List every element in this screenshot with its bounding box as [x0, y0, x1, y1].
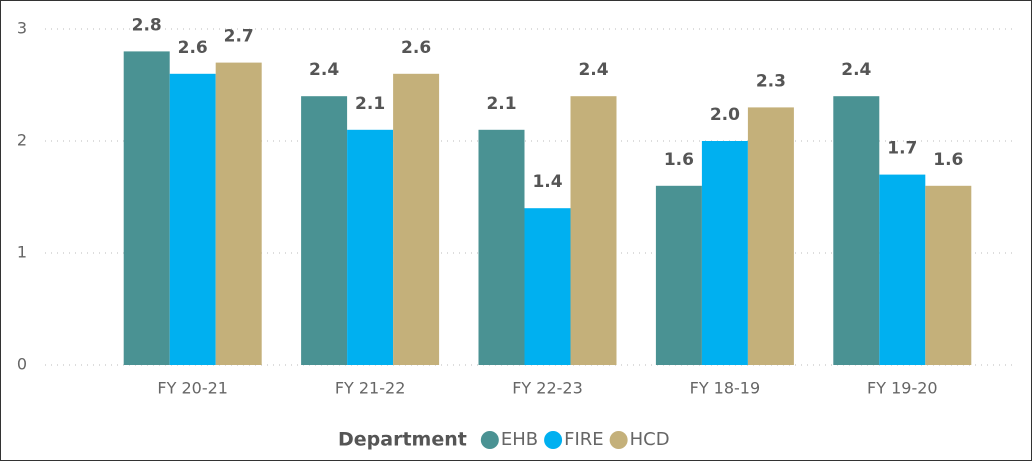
bar [123, 51, 170, 366]
legend-title: Department [338, 429, 467, 451]
bar [347, 129, 394, 365]
bar [169, 73, 216, 366]
x-tick-label: FY 20-21 [157, 379, 228, 398]
legend-label: HCD [630, 429, 670, 450]
legend-label: FIRE [564, 429, 604, 450]
bar [301, 96, 348, 365]
x-tick-label: FY 19-20 [867, 379, 938, 398]
bar [747, 107, 794, 366]
bar [524, 208, 571, 365]
data-label: 2.1 [355, 94, 385, 114]
bar [925, 185, 972, 365]
legend-marker [480, 431, 499, 449]
bar [833, 96, 880, 365]
data-label: 2.0 [710, 105, 740, 125]
data-label: 2.4 [841, 60, 871, 80]
data-label: 1.7 [887, 139, 917, 159]
x-tick-label: FY 18-19 [690, 379, 761, 398]
legend-marker [544, 431, 563, 449]
x-tick-label: FY 21-22 [335, 379, 406, 398]
x-tick-label: FY 22-23 [512, 379, 583, 398]
data-label: 2.6 [178, 38, 208, 58]
y-tick-label: 1 [17, 243, 27, 262]
y-tick-label: 2 [17, 131, 27, 150]
bar [393, 73, 440, 366]
bar [215, 62, 262, 365]
data-label: 1.4 [532, 172, 562, 192]
data-label: 2.4 [578, 60, 608, 80]
y-tick-label: 3 [17, 19, 27, 38]
bar [655, 185, 702, 365]
data-label: 2.7 [224, 27, 254, 47]
data-label: 2.6 [401, 38, 431, 58]
data-label: 2.8 [132, 15, 162, 35]
data-label: 1.6 [664, 150, 694, 170]
bar [570, 96, 617, 365]
data-label: 2.1 [486, 94, 516, 114]
bar [879, 174, 926, 365]
legend-marker [609, 431, 628, 449]
legend-label: EHB [501, 429, 538, 450]
data-label: 2.4 [309, 60, 339, 80]
bar [478, 129, 525, 365]
data-label: 2.3 [756, 71, 786, 91]
y-tick-label: 0 [17, 355, 27, 374]
bar [701, 141, 748, 365]
data-label: 1.6 [933, 150, 963, 170]
